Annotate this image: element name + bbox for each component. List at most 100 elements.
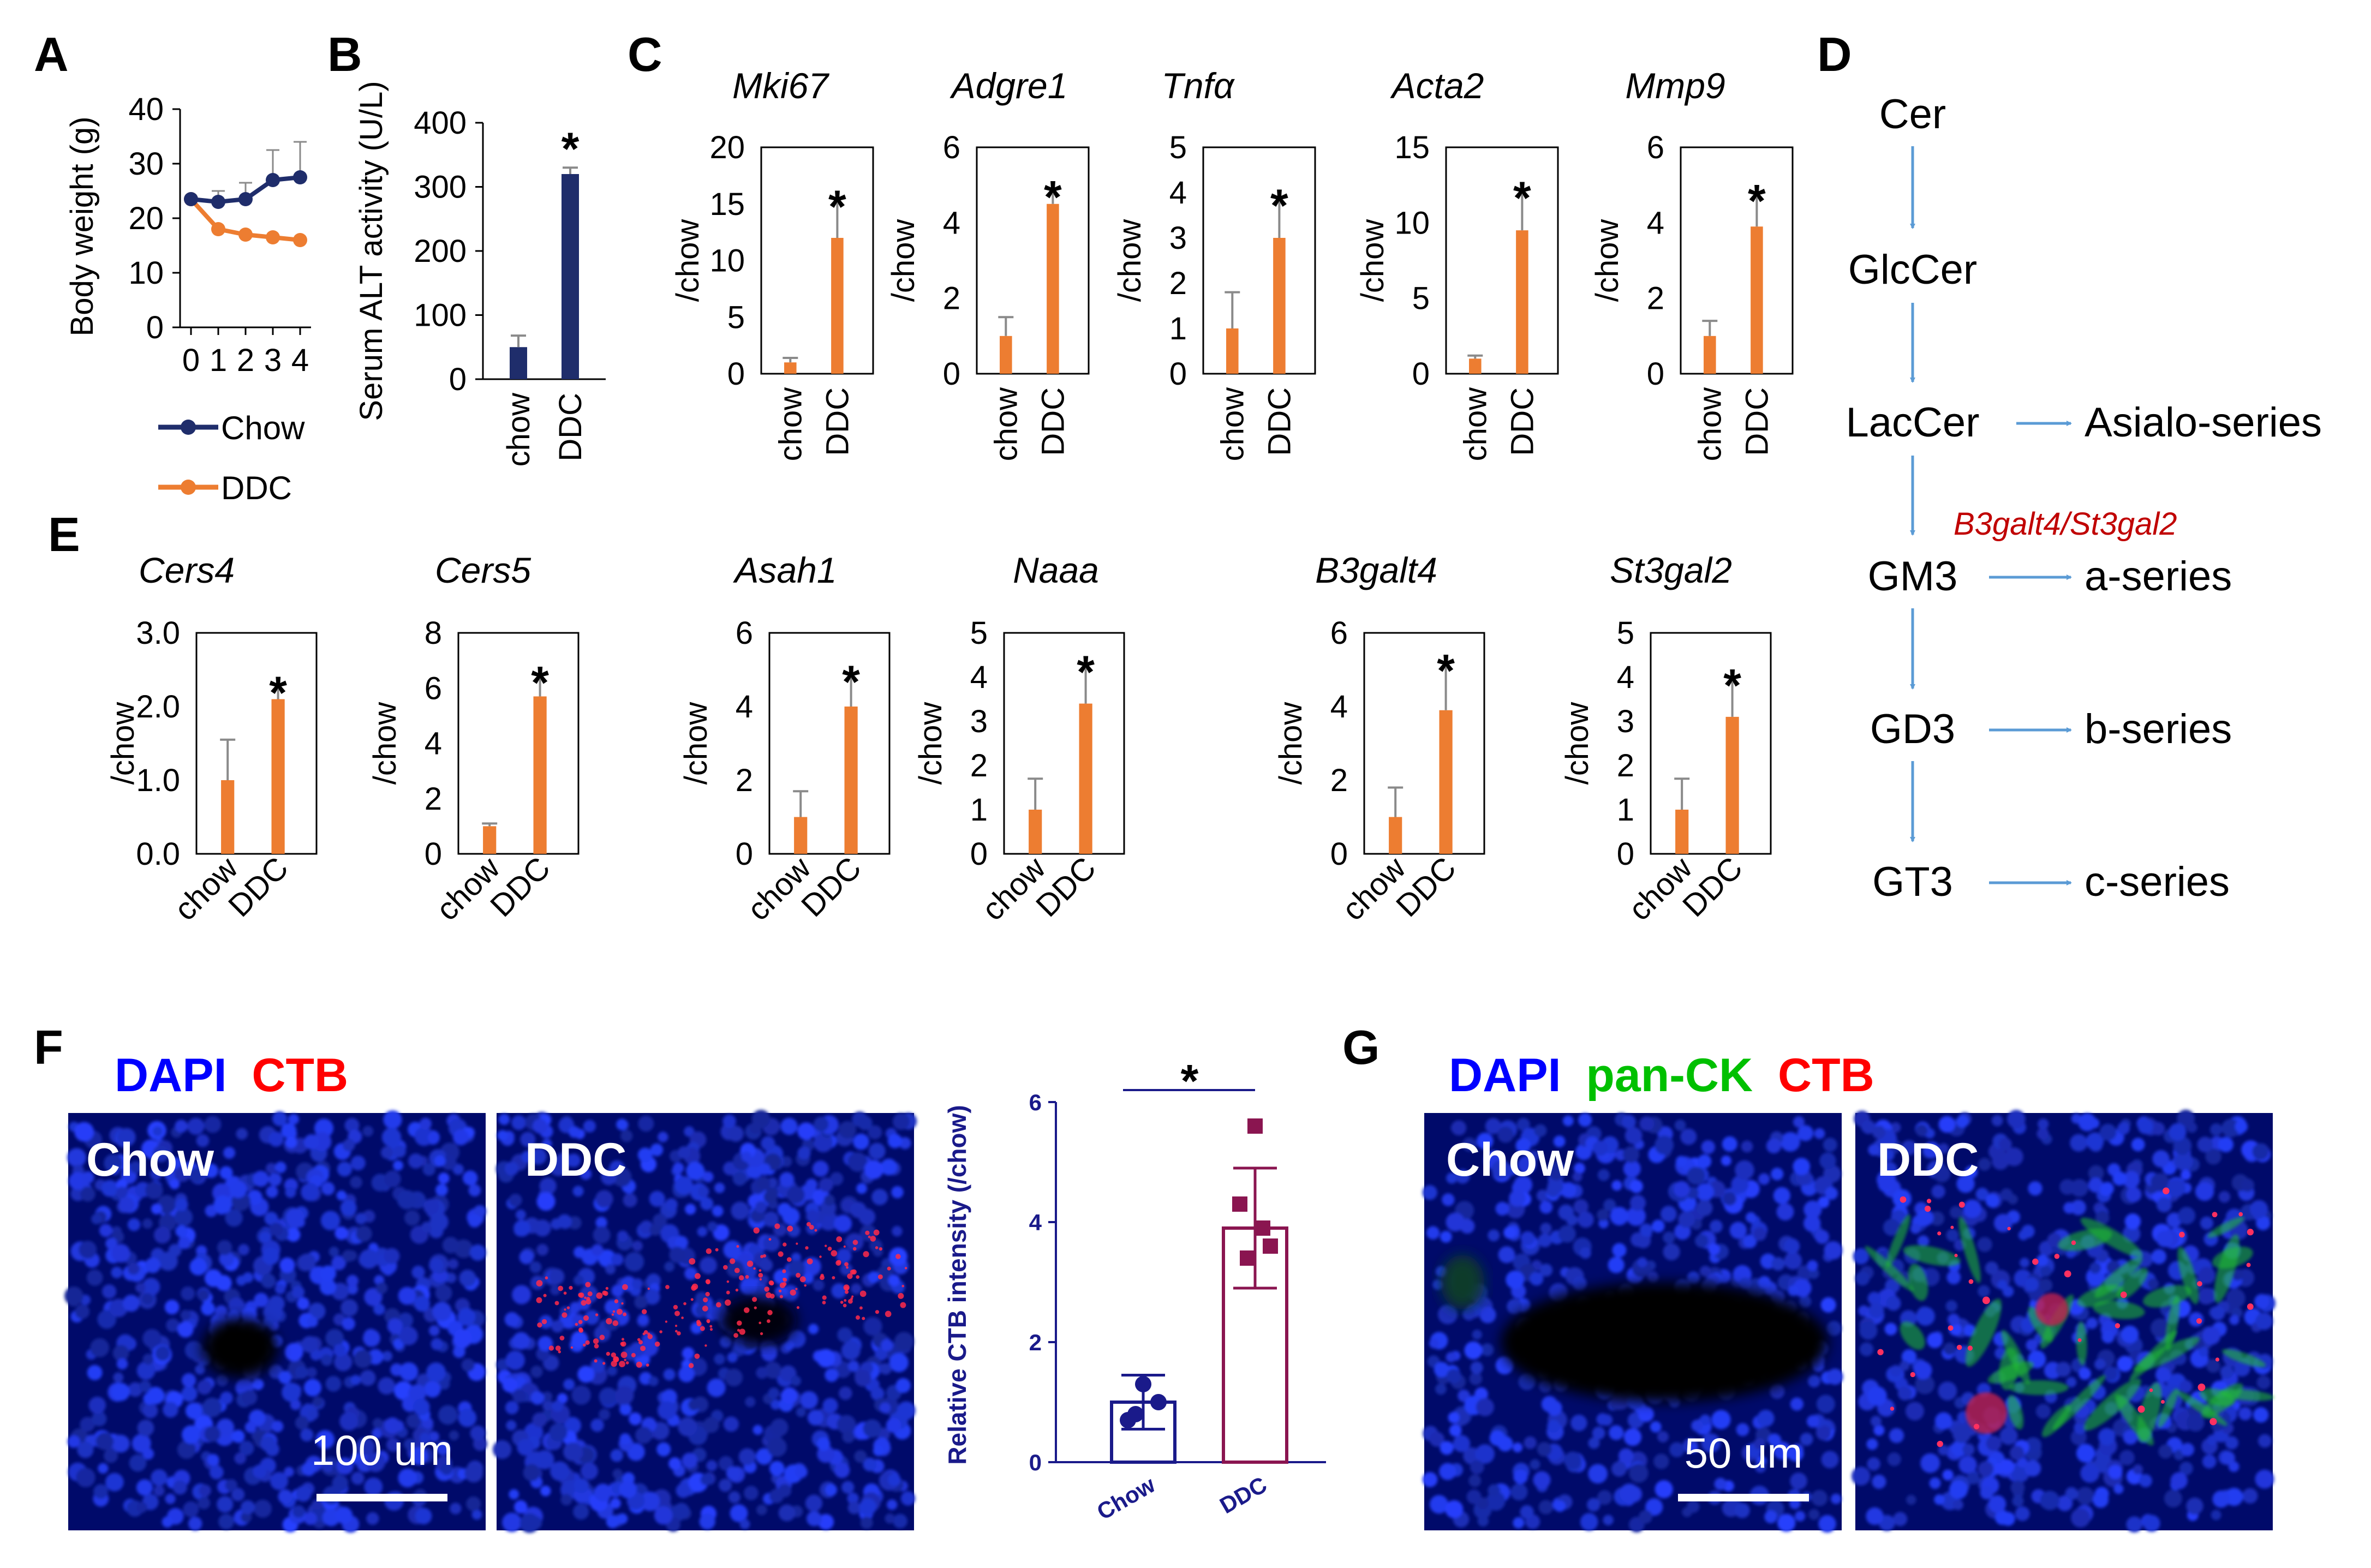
nucleus	[164, 1300, 180, 1315]
nucleus	[1946, 1229, 1959, 1242]
nucleus	[77, 1441, 94, 1458]
ctb-dot	[611, 1352, 617, 1358]
nucleus	[2131, 1138, 2145, 1152]
nucleus	[241, 1500, 255, 1515]
panck-streak	[2076, 1321, 2087, 1366]
e-bar-DDC	[844, 707, 858, 854]
nucleus	[74, 1122, 94, 1142]
nucleus	[393, 1160, 403, 1171]
nucleus	[92, 1411, 107, 1427]
a-xtick-label: 0	[182, 343, 200, 378]
nucleus	[231, 1429, 245, 1443]
nucleus	[1639, 1223, 1653, 1237]
nucleus	[1673, 1181, 1690, 1198]
nucleus	[421, 1222, 433, 1233]
nucleus	[1645, 1498, 1663, 1516]
nucleus	[2178, 1207, 2196, 1225]
nucleus	[181, 1373, 196, 1388]
nucleus	[2157, 1197, 2172, 1213]
nucleus	[847, 1360, 859, 1372]
nucleus	[2126, 1187, 2142, 1202]
nucleus	[2122, 1171, 2140, 1189]
g-title-ctb: CTB	[1778, 1049, 1874, 1102]
nucleus	[1901, 1349, 1917, 1364]
c-bar-DDC	[831, 238, 844, 374]
nucleus	[1509, 1189, 1526, 1207]
nucleus	[2026, 1339, 2038, 1351]
nucleus	[1758, 1173, 1770, 1185]
e-ytick: 3	[970, 704, 988, 739]
nucleus	[2212, 1490, 2230, 1508]
ctb-dot	[569, 1285, 573, 1290]
nucleus	[781, 1387, 798, 1404]
ctb-dot	[681, 1316, 684, 1319]
e-ylabel: /chow	[1273, 702, 1309, 785]
panck-streak	[1987, 1361, 2034, 1384]
nucleus	[169, 1178, 180, 1189]
ctb-dot	[621, 1338, 625, 1341]
nucleus	[253, 1170, 269, 1187]
nucleus	[1612, 1243, 1627, 1258]
f-significance: *	[1181, 1055, 1199, 1106]
nucleus	[376, 1282, 388, 1294]
nucleus	[325, 1328, 344, 1348]
nucleus	[686, 1162, 704, 1180]
nucleus	[1489, 1430, 1506, 1446]
nucleus	[2221, 1118, 2241, 1138]
nucleus	[863, 1316, 882, 1336]
nucleus	[720, 1336, 732, 1348]
nucleus	[383, 1110, 402, 1129]
nucleus	[572, 1186, 584, 1197]
e-frame	[1650, 632, 1772, 855]
nucleus	[1735, 1160, 1754, 1180]
e-ytick: 4	[425, 726, 442, 762]
ctb-dot	[638, 1340, 643, 1345]
nucleus	[1890, 1122, 1901, 1133]
nucleus	[270, 1471, 289, 1491]
nucleus	[468, 1184, 481, 1197]
nucleus	[1429, 1432, 1445, 1447]
nucleus	[271, 1420, 284, 1433]
nucleus	[2100, 1182, 2114, 1195]
nucleus	[583, 1120, 596, 1133]
nucleus	[1917, 1235, 1930, 1247]
c-significance: *	[1513, 172, 1531, 223]
nucleus	[1618, 1448, 1634, 1464]
nucleus	[337, 1162, 353, 1177]
nucleus	[540, 1486, 551, 1497]
nucleus	[900, 1491, 916, 1506]
a-point-ddc	[211, 222, 225, 236]
nucleus	[1929, 1477, 1941, 1489]
nucleus	[342, 1317, 355, 1331]
nucleus	[778, 1484, 792, 1498]
nucleus	[530, 1148, 547, 1165]
nucleus	[322, 1460, 335, 1473]
c-bar-DDC	[1047, 204, 1059, 374]
nucleus	[266, 1186, 278, 1198]
nucleus	[129, 1454, 147, 1472]
ctb-dot	[852, 1240, 858, 1246]
node-gt3: GT3	[1872, 859, 1953, 905]
nucleus	[1701, 1140, 1715, 1154]
ctb-dot	[904, 1267, 907, 1270]
nucleus	[1513, 1175, 1533, 1194]
nucleus	[532, 1412, 547, 1428]
nucleus	[1807, 1374, 1820, 1387]
nucleus	[860, 1516, 873, 1529]
nucleus	[699, 1513, 715, 1530]
nucleus	[174, 1208, 193, 1226]
nucleus	[234, 1452, 247, 1464]
nucleus	[831, 1283, 847, 1299]
nucleus	[268, 1131, 284, 1147]
panel-label-a: A	[34, 27, 69, 81]
f-title: DAPI CTB	[115, 1049, 348, 1102]
ctb-dot	[852, 1247, 857, 1251]
nucleus	[1803, 1200, 1822, 1219]
nucleus	[1826, 1321, 1842, 1336]
c-ytick: 5	[1169, 130, 1187, 165]
nucleus	[774, 1286, 788, 1299]
nucleus	[727, 1126, 744, 1142]
nucleus	[601, 1169, 617, 1186]
nucleus	[739, 1519, 750, 1530]
